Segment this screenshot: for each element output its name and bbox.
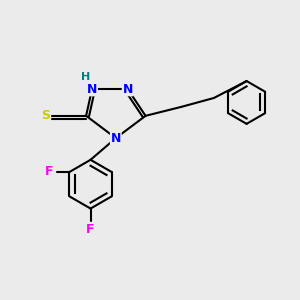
Text: F: F [44,166,53,178]
Text: S: S [41,109,50,122]
Text: N: N [111,132,121,145]
Text: F: F [86,223,95,236]
Text: H: H [82,72,91,82]
Text: N: N [87,82,97,96]
Text: N: N [122,82,133,96]
